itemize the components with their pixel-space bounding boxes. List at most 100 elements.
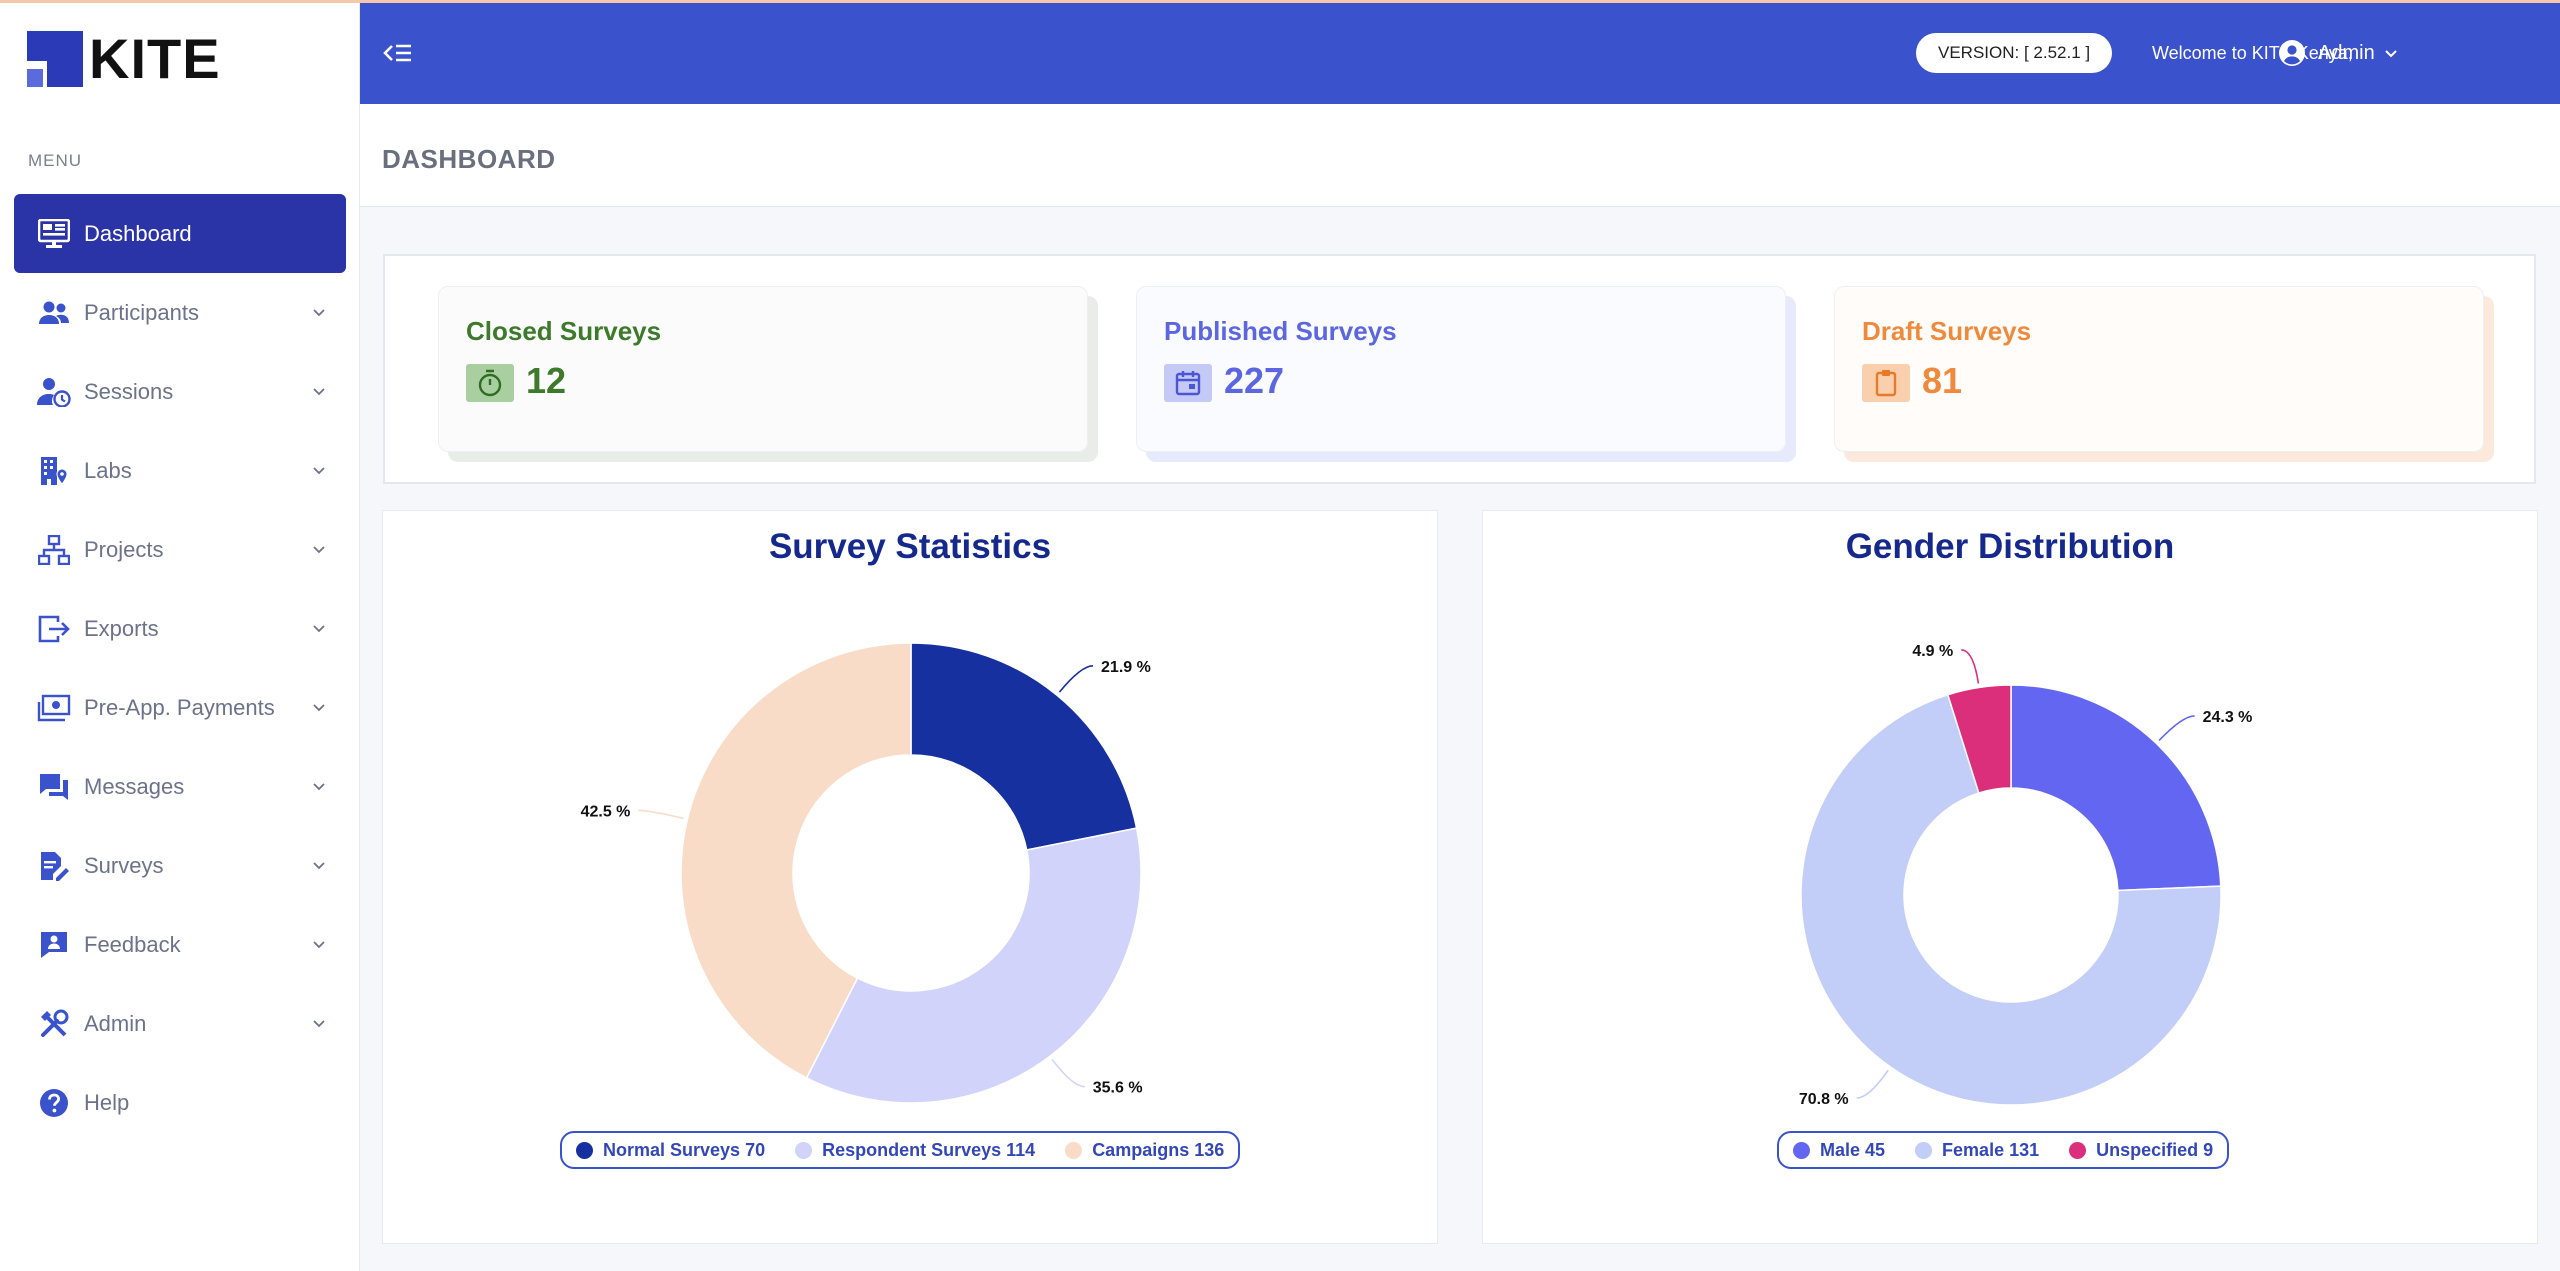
sidebar-nav: Dashboard Participants Sessions Labs <box>14 194 346 1142</box>
sidebar-item-participants[interactable]: Participants <box>14 273 346 352</box>
feedback-person-icon <box>36 927 72 963</box>
collapse-sidebar-icon[interactable] <box>382 37 414 69</box>
user-clock-icon <box>36 374 72 410</box>
user-name: Admin <box>2318 41 2375 64</box>
logo-text: KITE <box>89 27 221 90</box>
sidebar-item-label: Dashboard <box>84 220 192 246</box>
top-accent-line <box>0 0 2560 3</box>
sidebar-item-label: Sessions <box>84 378 174 404</box>
legend-item[interactable]: Unspecified 9 <box>2069 1140 2213 1161</box>
sidebar-item-label: Feedback <box>84 931 181 957</box>
timer-icon <box>466 364 514 402</box>
monitor-dashboard-icon <box>36 216 72 252</box>
sidebar-item-admin[interactable]: Admin <box>14 984 346 1063</box>
legend-item[interactable]: Female 131 <box>1915 1140 2039 1161</box>
sidebar-item-surveys[interactable]: Surveys <box>14 826 346 905</box>
survey-stats-cards: Closed Surveys 12 Published Surveys 227 … <box>383 254 2536 484</box>
chevron-down-icon <box>313 704 325 712</box>
sidebar-item-help[interactable]: Help <box>14 1063 346 1142</box>
percent-label: 35.6 % <box>1093 1080 1143 1097</box>
leader-line <box>1051 1059 1085 1088</box>
chevron-down-icon <box>313 862 325 870</box>
kite-logo-mark <box>27 31 83 87</box>
legend-label: Normal Surveys 70 <box>603 1139 766 1160</box>
leader-line <box>638 809 684 820</box>
money-icon <box>36 690 72 726</box>
sidebar-item-projects[interactable]: Projects <box>14 510 346 589</box>
calendar-icon <box>1164 364 1212 402</box>
sidebar-item-messages[interactable]: Messages <box>14 747 346 826</box>
stat-value: 81 <box>1922 360 1963 401</box>
tools-icon <box>36 1006 72 1042</box>
leader-line <box>1058 665 1094 693</box>
sidebar-item-label: Labs <box>84 457 132 483</box>
closed-surveys-card[interactable]: Closed Surveys 12 <box>438 286 1088 452</box>
percent-label: 42.5 % <box>581 803 631 820</box>
gender-distribution-donut-chart: 24.3 % 70.8 % 4.9 % <box>1799 643 2253 1108</box>
version-badge: VERSION: [ 2.52.1 ] <box>1916 33 2113 73</box>
menu-label: MENU <box>28 151 83 170</box>
legend-item[interactable]: Male 45 <box>1793 1140 1885 1161</box>
legend-dot <box>1065 1141 1083 1159</box>
legend-label: Unspecified 9 <box>2096 1139 2214 1160</box>
user-menu[interactable]: Admin <box>2278 39 2399 67</box>
user-avatar-icon <box>2279 40 2305 66</box>
legend-dot <box>2069 1141 2087 1159</box>
edit-document-icon <box>36 848 72 884</box>
donut-slice-normal-surveys[interactable] <box>910 642 1138 851</box>
chevron-down-icon <box>313 546 325 554</box>
leader-line <box>1961 649 1980 684</box>
legend-label: Respondent Surveys 114 <box>822 1139 1036 1160</box>
legend-label: Female 131 <box>1942 1139 2040 1160</box>
donut-slice-male[interactable] <box>2010 684 2222 892</box>
chevron-down-icon <box>313 625 325 633</box>
donut-slice-respondent-surveys[interactable] <box>805 827 1142 1104</box>
sidebar-item-pre-app-payments[interactable]: Pre-App. Payments <box>14 668 346 747</box>
sidebar: KITE MENU Dashboard Participants Session… <box>0 3 360 1271</box>
donut-slice-female[interactable] <box>1800 693 2222 1106</box>
legend-label: Male 45 <box>1820 1139 1886 1160</box>
top-header: VERSION: [ 2.52.1 ] Welcome to KITE Keny… <box>360 3 2560 104</box>
sidebar-item-exports[interactable]: Exports <box>14 589 346 668</box>
chevron-down-icon <box>313 783 325 791</box>
legend-item[interactable]: Normal Surveys 70 <box>576 1140 765 1161</box>
sidebar-item-label: Participants <box>84 299 199 325</box>
legend-label: Campaigns 136 <box>1092 1139 1225 1160</box>
page-title: DASHBOARD <box>382 144 556 174</box>
kite-logo[interactable]: KITE <box>27 30 221 88</box>
building-location-icon <box>36 453 72 489</box>
gender-distribution-panel: Gender Distribution 24.3 % 70.8 % 4.9 % Ma… <box>1482 510 2538 1244</box>
legend-dot <box>1915 1141 1933 1159</box>
help-circle-icon <box>36 1085 72 1121</box>
survey-statistics-panel: Survey Statistics 21.9 % 35.6 % 42.5 % Nor… <box>382 510 1438 1244</box>
legend-dot <box>576 1141 593 1159</box>
published-surveys-card[interactable]: Published Surveys 227 <box>1136 286 1786 452</box>
stat-title: Published Surveys <box>1164 316 1397 346</box>
chevron-down-icon <box>313 941 325 949</box>
sidebar-item-label: Surveys <box>84 852 164 878</box>
legend-item[interactable]: Respondent Surveys 114 <box>795 1140 1035 1161</box>
chevron-down-icon <box>313 467 325 475</box>
sidebar-item-dashboard[interactable]: Dashboard <box>14 194 346 273</box>
sidebar-item-label: Exports <box>84 615 159 641</box>
page-title-bar: DASHBOARD <box>360 104 2560 207</box>
chart-title: Gender Distribution <box>1845 527 2175 566</box>
percent-label: 70.8 % <box>1799 1091 1849 1108</box>
sidebar-item-feedback[interactable]: Feedback <box>14 905 346 984</box>
sidebar-item-label: Help <box>84 1089 130 1115</box>
network-sitemap-icon <box>36 532 72 568</box>
donut-slice-unspecified[interactable] <box>1946 684 2012 794</box>
sidebar-item-label: Messages <box>84 773 185 799</box>
percent-label: 21.9 % <box>1101 659 1151 676</box>
survey-statistics-legend: Normal Surveys 70 Respondent Surveys 114… <box>560 1131 1241 1169</box>
chat-bubbles-icon <box>36 769 72 805</box>
chevron-down-icon <box>313 388 325 396</box>
sidebar-item-labs[interactable]: Labs <box>14 431 346 510</box>
legend-item[interactable]: Campaigns 136 <box>1065 1140 1224 1161</box>
sidebar-item-sessions[interactable]: Sessions <box>14 352 346 431</box>
draft-surveys-card[interactable]: Draft Surveys 81 <box>1834 286 2484 452</box>
gender-distribution-legend: Male 45 Female 131 Unspecified 9 <box>1777 1131 2230 1169</box>
legend-dot <box>1793 1141 1810 1159</box>
stat-title: Draft Surveys <box>1862 316 2032 346</box>
donut-slice-campaigns[interactable] <box>680 642 912 1079</box>
